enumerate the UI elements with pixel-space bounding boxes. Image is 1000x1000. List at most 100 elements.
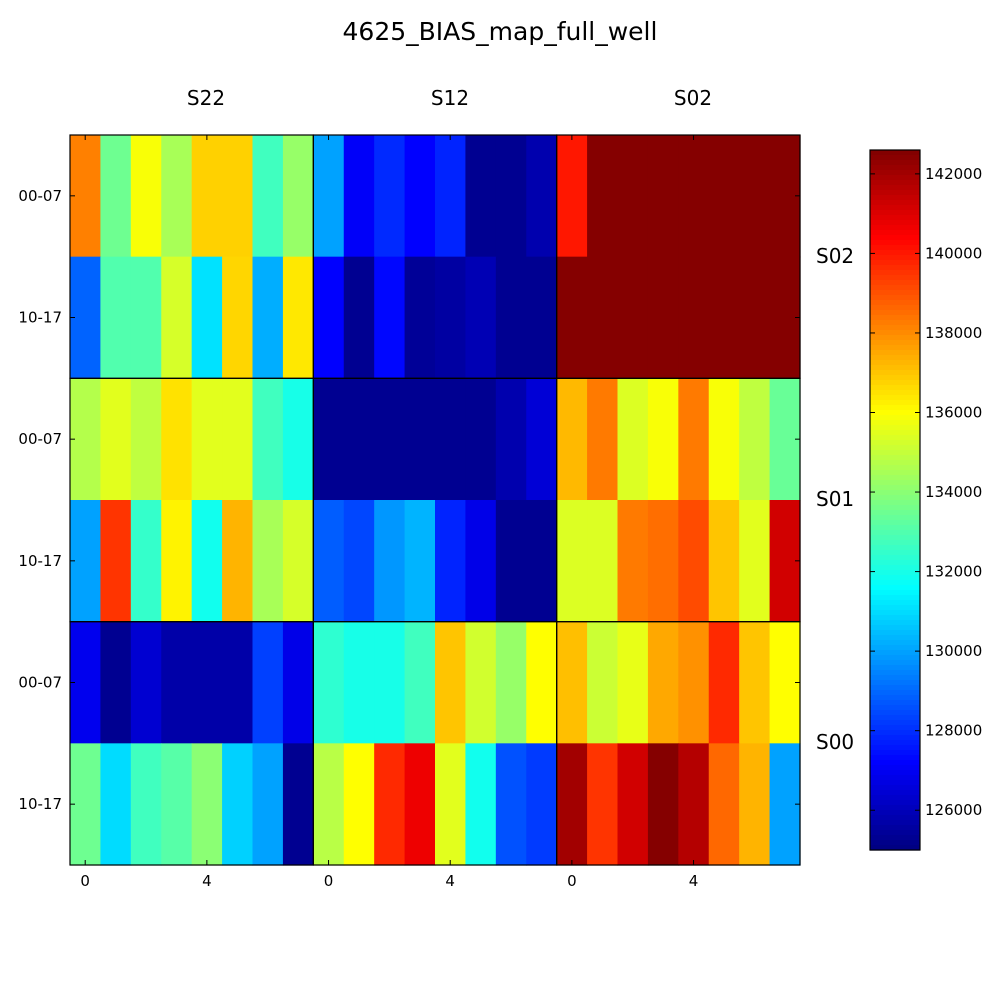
colorbar-segment [870,280,920,286]
heatmap-cell [617,256,649,379]
row-label-s00: S00 [816,730,854,754]
heatmap-cell [739,743,771,866]
colorbar-segment [870,355,920,361]
heatmap-cell [252,621,284,744]
colorbar-segment [870,695,920,701]
heatmap-cell [343,378,375,501]
heatmap-cell [587,256,619,379]
colorbar-segment [870,705,920,711]
colorbar-segment [870,765,920,771]
heatmap-cell [222,743,254,866]
heatmap-cell [556,135,588,258]
heatmap-cell [708,135,740,258]
colorbar-segment [870,740,920,746]
row-label-s02: S02 [816,244,854,268]
heatmap-cell [556,378,588,501]
colorbar-segment [870,475,920,481]
heatmap-cell [130,135,162,258]
colorbar-segment [870,440,920,446]
heatmap-cell [191,256,223,379]
colorbar-segment [870,260,920,266]
colorbar-segment [870,425,920,431]
colorbar-segment [870,510,920,516]
colorbar-segment [870,730,920,736]
heatmap-cell [435,500,467,623]
colorbar-segment [870,160,920,166]
colorbar-segment [870,555,920,561]
heatmap-cell [191,500,223,623]
colorbar-segment [870,610,920,616]
colorbar-segment [870,785,920,791]
colorbar-segment [870,330,920,336]
heatmap-cell [435,743,467,866]
x-tick-label: 0 [80,872,90,890]
heatmap-cell [191,135,223,258]
heatmap-cell [526,500,558,623]
colorbar-segment [870,190,920,196]
colorbar-segment [870,535,920,541]
heatmap-cell [495,378,527,501]
heatmap-cell [526,378,558,501]
colorbar-segment [870,550,920,556]
axis-ticks: 0 4 0 4 0 4 00-07 10-17 00-07 10-17 00-07 10-17 [18,135,800,890]
heatmap-cell [708,621,740,744]
heatmap-cell [465,621,497,744]
colorbar-segment [870,195,920,201]
heatmap-cell [343,621,375,744]
colorbar-segment [870,630,920,636]
heatmap-cell [222,621,254,744]
heatmap-cell [647,378,679,501]
heatmap-cell [495,743,527,866]
colorbar-segment [870,210,920,216]
heatmap-cell [313,378,345,501]
heatmap-cell [161,500,193,623]
colorbar-segment [870,755,920,761]
heatmap-cell [252,743,284,866]
heatmap-cell [465,135,497,258]
panel-frame [556,621,801,866]
heatmap-cell [282,135,314,258]
heatmap-cell [70,500,102,623]
heatmap-cell [282,256,314,379]
heatmap-cell [435,135,467,258]
heatmap-cell [130,621,162,744]
colorbar-segment [870,165,920,171]
column-label-s12: S12 [431,86,469,110]
heatmap-cell [191,743,223,866]
colorbar-segment [870,715,920,721]
colorbar-segment [870,700,920,706]
heatmap-cell [708,378,740,501]
colorbar-segment [870,220,920,226]
colorbar-segment [870,410,920,416]
heatmap-cell [435,256,467,379]
colorbar-segment [870,810,920,816]
colorbar-segment [870,540,920,546]
heatmap-cell [282,500,314,623]
colorbar-segment [870,240,920,246]
x-tick-label: 4 [689,872,699,890]
colorbar-segment [870,445,920,451]
colorbar-segment [870,840,920,846]
heatmap-cell [404,378,436,501]
panel-frames [69,134,801,866]
colorbar-segment [870,270,920,276]
heatmap-cell [617,135,649,258]
colorbar-segment [870,835,920,841]
colorbar-segment [870,640,920,646]
heatmap-cell [708,500,740,623]
colorbar-segment [870,545,920,551]
colorbar-frame [869,149,921,851]
colorbar-segment [870,185,920,191]
heatmap-cell [374,256,406,379]
colorbar-segment [870,285,920,291]
heatmap-cell [526,621,558,744]
heatmap-cell [678,500,710,623]
colorbar-segment [870,815,920,821]
heatmap-cell [647,135,679,258]
colorbar-segment [870,215,920,221]
colorbar-segment [870,570,920,576]
heatmap-cell [161,743,193,866]
heatmap-cell [374,135,406,258]
colorbar-segment [870,275,920,281]
heatmap-cell [495,135,527,258]
